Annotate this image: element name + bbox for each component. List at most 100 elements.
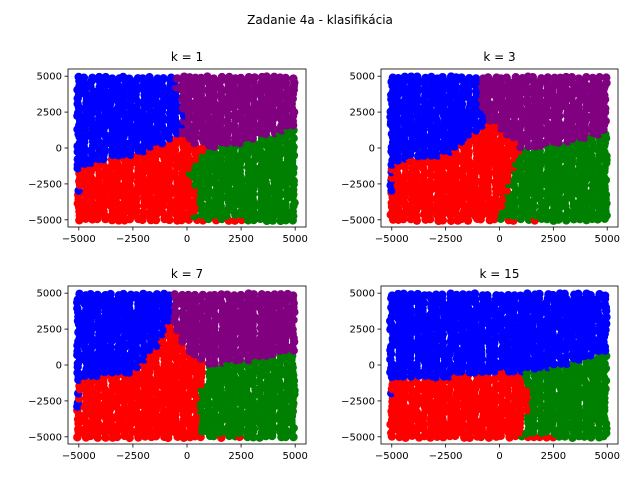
scatter-point-blue <box>413 289 423 299</box>
subplot-title: k = 15 <box>480 267 520 281</box>
scatter-point-blue <box>496 291 506 300</box>
scatter-point-purple <box>289 74 298 83</box>
scatter-point-blue <box>510 291 519 300</box>
scatter-point-blue <box>165 108 175 118</box>
scatter-point-blue <box>413 72 422 81</box>
scatter-point-purple <box>217 290 226 299</box>
scatter-point-purple <box>528 72 537 82</box>
scatter-point-blue <box>394 73 403 83</box>
scatter-point-blue <box>458 290 468 299</box>
y-tick-label: 5000 <box>37 72 62 83</box>
scatter-points <box>73 289 299 443</box>
scatter-point-purple <box>276 290 286 299</box>
x-tick-label: 0 <box>184 234 190 245</box>
x-tick-label: 0 <box>184 451 190 462</box>
scatter-points <box>386 289 611 443</box>
scatter-point-blue <box>412 360 421 369</box>
y-tick-label: 5000 <box>350 289 375 300</box>
x-tick-label: −2500 <box>116 451 150 462</box>
scatter-point-blue <box>548 290 558 300</box>
scatter-point-purple <box>250 73 259 82</box>
scatter-point-purple <box>184 290 193 300</box>
scatter-point-purple <box>215 82 225 92</box>
scatter-point-blue <box>470 289 480 298</box>
y-tick-label: −5000 <box>28 432 62 443</box>
y-tick-label: 0 <box>369 144 375 155</box>
y-tick-label: 2500 <box>350 325 375 336</box>
x-tick-label: 2500 <box>228 451 253 462</box>
subplot-title: k = 3 <box>483 50 515 64</box>
x-tick-label: −5000 <box>375 451 409 462</box>
scatter-point-purple <box>522 95 532 105</box>
scatter-points <box>73 72 299 226</box>
scatter-point-green <box>599 373 609 382</box>
scatter-point-blue <box>465 73 474 83</box>
y-tick-label: 0 <box>56 361 62 372</box>
scatter-point-blue <box>138 74 148 83</box>
scatter-point-blue <box>73 368 82 377</box>
scatter-point-purple <box>196 73 206 83</box>
figure-suptitle: Zadanie 4a - klasifikácia <box>247 13 393 27</box>
scatter-point-blue <box>431 290 441 299</box>
scatter-point-purple <box>483 73 493 82</box>
y-tick-label: −2500 <box>28 179 62 190</box>
scatter-point-purple <box>288 291 298 300</box>
scatter-point-blue <box>159 74 168 83</box>
y-tick-label: 2500 <box>37 108 62 119</box>
scatter-point-blue <box>427 300 436 309</box>
scatter-point-blue <box>88 73 97 83</box>
scatter-point-blue <box>516 291 525 300</box>
scatter-point-blue <box>586 343 596 352</box>
scatter-point-purple <box>203 72 212 81</box>
scatter-point-purple <box>210 290 219 300</box>
scatter-point-purple <box>281 73 290 83</box>
scatter-point-purple <box>543 73 552 82</box>
x-tick-label: −2500 <box>429 451 463 462</box>
scatter-point-blue <box>73 304 82 313</box>
scatter-point-purple <box>502 73 511 82</box>
scatter-point-blue <box>560 289 569 299</box>
scatter-point-blue <box>457 100 467 109</box>
scatter-point-blue <box>86 290 95 299</box>
scatter-point-purple <box>230 291 239 300</box>
x-tick-label: 5000 <box>595 451 620 462</box>
scatter-point-blue <box>602 312 611 322</box>
scatter-point-purple <box>190 290 200 300</box>
subplot-grid: k = 1−5000 −2500 0 2500 5000−5000−2500025005… <box>28 50 620 462</box>
scatter-point-purple <box>236 73 246 83</box>
scatter-point-blue <box>471 74 481 83</box>
y-tick-label: 5000 <box>350 72 375 83</box>
scatter-point-blue <box>75 289 84 299</box>
scatter-point-blue <box>452 290 461 300</box>
scatter-point-red <box>400 160 409 169</box>
y-tick-label: −5000 <box>28 215 62 226</box>
scatter-point-blue <box>438 72 447 82</box>
scatter-point-blue <box>106 289 115 299</box>
scatter-point-blue <box>438 330 448 339</box>
x-tick-label: 2500 <box>541 234 566 245</box>
scatter-point-blue <box>108 74 117 83</box>
scatter-point-blue <box>119 289 128 299</box>
scatter-point-red <box>139 208 148 217</box>
scatter-point-red <box>451 156 461 165</box>
y-tick-label: 0 <box>369 361 375 372</box>
scatter-point-purple <box>249 290 258 299</box>
y-tick-label: −5000 <box>341 215 375 226</box>
scatter-point-purple <box>173 74 182 83</box>
x-tick-label: 5000 <box>282 451 307 462</box>
scatter-point-red <box>451 164 461 174</box>
scatter-point-blue <box>464 87 474 96</box>
x-tick-label: −2500 <box>429 234 463 245</box>
scatter-point-blue <box>132 291 141 300</box>
scatter-point-blue <box>424 291 434 300</box>
x-tick-label: 0 <box>496 234 502 245</box>
scatter-point-blue <box>125 74 134 83</box>
x-tick-label: −2500 <box>116 234 150 245</box>
scatter-point-red <box>438 168 447 178</box>
scatter-point-blue <box>95 72 104 82</box>
x-tick-label: 2500 <box>228 234 253 245</box>
scatter-point-purple <box>270 290 279 299</box>
subplot-1: k = 1−5000 −2500 0 2500 5000−5000−2500025005… <box>28 50 308 245</box>
scatter-point-purple <box>179 325 188 335</box>
scatter-point-purple <box>223 290 232 299</box>
